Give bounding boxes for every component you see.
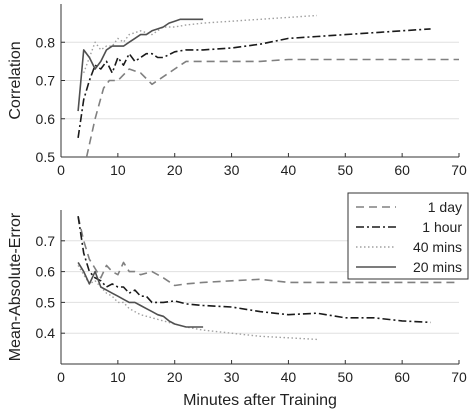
legend-label-40-mins: 40 mins [413, 239, 462, 255]
top-x-tick-label: 10 [110, 162, 126, 178]
bottom-y-axis-label: Mean-Absolute-Error [7, 212, 24, 361]
bottom-x-tick-label: 60 [394, 369, 410, 385]
bottom-series-1-hour [77, 216, 431, 324]
top-x-tick-label: 50 [337, 162, 353, 178]
legend-label-1-hour: 1 hour [422, 219, 462, 235]
legend-label-1-day: 1 day [428, 199, 462, 215]
top-y-tick-label: 0.5 [36, 149, 56, 165]
x-axis-label: Minutes after Training [183, 392, 337, 409]
top-series-40-mins [83, 14, 317, 74]
mae-panel: 0.4 0.5 0.6 0.7 0 10 20 30 40 50 60 70 Mean-Absolute… [7, 210, 467, 409]
bottom-y-tick-label: 0.7 [36, 233, 56, 249]
top-y-tick-label: 0.6 [36, 111, 56, 127]
bottom-y-tick-label: 0.6 [36, 264, 56, 280]
top-x-tick-label: 70 [451, 162, 467, 178]
legend-label-20-mins: 20 mins [413, 259, 462, 275]
bottom-y-tick-label: 0.5 [36, 294, 56, 310]
bottom-series-1-day [77, 216, 459, 287]
top-y-tick-label: 0.8 [36, 34, 56, 50]
legend-box [347, 192, 469, 280]
top-series-20-mins [77, 18, 204, 112]
top-x-tick-label: 40 [281, 162, 297, 178]
bottom-x-tick-label: 0 [57, 369, 65, 385]
bottom-x-tick-label: 10 [110, 369, 126, 385]
top-y-axis-label: Correlation [7, 41, 24, 119]
legend: 1 day 1 hour 40 mins 20 mins [347, 192, 469, 280]
bottom-x-tick-label: 20 [167, 369, 183, 385]
bottom-y-tick-label: 0.4 [36, 325, 56, 341]
correlation-panel: 0.5 0.6 0.7 0.8 0 10 20 30 40 50 60 70 Correlation [7, 4, 467, 178]
bottom-x-tick-label: 30 [224, 369, 240, 385]
top-y-tick-label: 0.7 [36, 73, 56, 89]
bottom-x-tick-label: 40 [281, 369, 297, 385]
bottom-x-tick-label: 50 [337, 369, 353, 385]
top-x-tick-label: 30 [224, 162, 240, 178]
top-series-1-hour [77, 28, 431, 139]
bottom-series-40-mins [77, 265, 317, 341]
top-x-tick-label: 20 [167, 162, 183, 178]
top-x-tick-label: 60 [394, 162, 410, 178]
top-series-1-day [85, 58, 459, 158]
bottom-series-20-mins [77, 261, 204, 328]
top-x-tick-label: 0 [57, 162, 65, 178]
bottom-x-tick-label: 70 [451, 369, 467, 385]
